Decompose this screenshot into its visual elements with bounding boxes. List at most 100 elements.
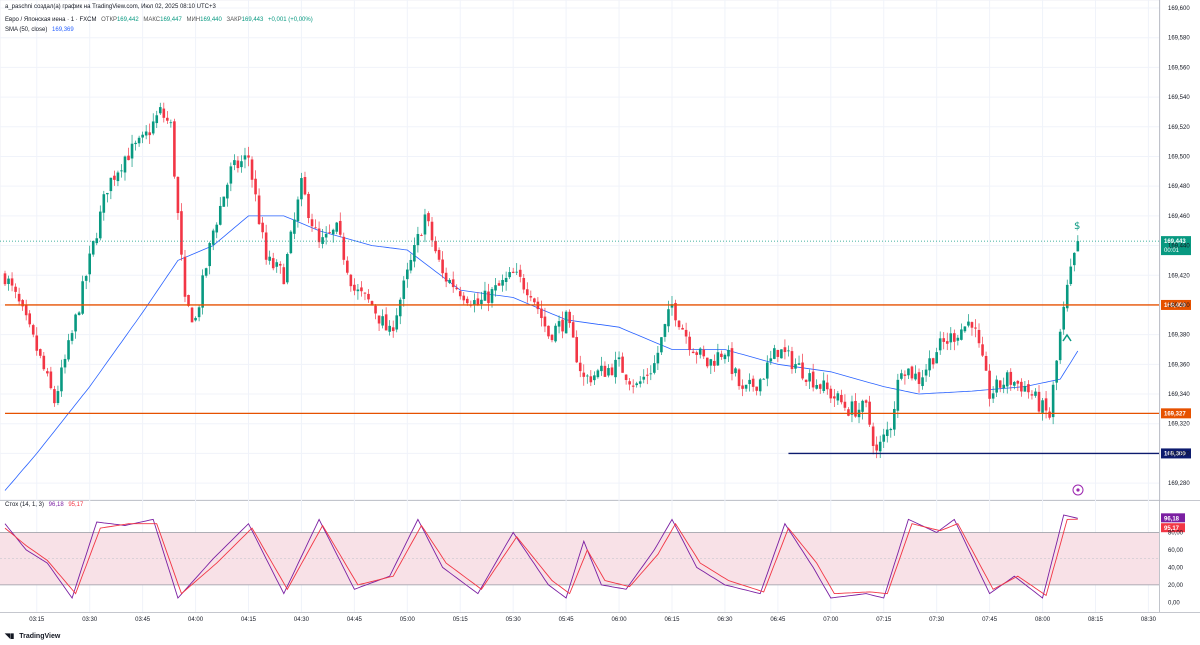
price-tick-label: 169,340 <box>1168 392 1190 398</box>
stochastic-legend[interactable]: Стох (14, 1, 3) 96,18 95,17 <box>5 502 86 508</box>
candle-body <box>423 214 427 235</box>
candle-body <box>871 426 875 446</box>
main-legend[interactable]: Евро / Японская иена · 1 · FXCM ОТКР169,… <box>5 17 316 23</box>
candle-body <box>1034 391 1037 396</box>
candle-body <box>504 277 508 283</box>
candle-body <box>751 378 755 387</box>
candle-body <box>310 219 314 227</box>
candle-body <box>818 384 822 389</box>
candle-body <box>875 444 878 451</box>
candle-body <box>3 273 7 285</box>
price-tick-label: 169,520 <box>1168 125 1190 131</box>
sma-legend[interactable]: SMA (50, close) 169,369 <box>5 27 77 33</box>
stoch-k-tag <box>1161 513 1185 523</box>
candle-body <box>113 175 116 180</box>
candle-body <box>977 329 981 344</box>
stoch-label: Стох (14, 1, 3) <box>5 502 44 508</box>
candle-body <box>261 222 264 233</box>
candle-body <box>529 296 533 298</box>
candle-body <box>765 362 769 379</box>
candle-body <box>169 122 173 124</box>
stoch-k-value: 96,18 <box>48 502 64 508</box>
candle-body <box>194 317 197 321</box>
candle-body <box>614 359 617 378</box>
candle-body <box>208 243 211 267</box>
candle-body <box>547 325 550 337</box>
stoch-tick-label: 80,00 <box>1168 530 1184 536</box>
candle-body <box>995 379 998 393</box>
candle-body <box>727 350 730 357</box>
candle-body <box>550 334 554 341</box>
last-price-timer: 00:01 <box>1164 248 1180 254</box>
candle-body <box>981 344 984 356</box>
candle-body <box>466 298 469 304</box>
candle-body <box>797 363 801 365</box>
stoch-tick-label: 20,00 <box>1168 583 1184 589</box>
candle-body <box>91 240 95 255</box>
candle-body <box>282 267 286 285</box>
candle-body <box>984 355 988 371</box>
candle-body <box>1069 266 1073 285</box>
candle-body <box>804 379 808 382</box>
candle-body <box>783 347 787 353</box>
candle-body <box>123 156 127 173</box>
stoch-tick-label: 0,00 <box>1168 600 1180 606</box>
candle-body <box>497 283 501 286</box>
candle-body <box>889 428 893 431</box>
candle-body <box>346 260 349 273</box>
sma-layer <box>4 215 1079 491</box>
candle-body <box>24 305 28 316</box>
candle-body <box>878 441 882 452</box>
close-label: ЗАКР <box>226 17 242 23</box>
candle-body <box>607 368 610 376</box>
price-tick-label: 169,600 <box>1168 6 1190 12</box>
time-tick-label: 04:45 <box>347 617 363 623</box>
stoch-d-tag <box>1161 523 1185 533</box>
stoch-d-tag-label: 95,17 <box>1164 526 1180 532</box>
candle-body <box>741 385 744 389</box>
candle-body <box>921 377 924 387</box>
candle-body <box>864 400 868 403</box>
time-tick-label: 04:30 <box>294 617 310 623</box>
axes: 169,600 169,580 169,560 169,540 169,520 169,5… <box>29 6 1190 623</box>
candle-body <box>600 365 603 372</box>
candle-body <box>307 193 310 219</box>
candle-body <box>367 293 370 300</box>
candle-body <box>349 274 353 287</box>
candle-body <box>74 314 77 332</box>
candle-body <box>173 121 176 177</box>
candle-body <box>596 370 600 378</box>
signal-arrow-icon <box>1062 333 1072 342</box>
candle-body <box>674 302 677 321</box>
symbol-name[interactable]: Евро / Японская иена · 1 · FXCM <box>5 17 97 23</box>
candle-body <box>374 305 377 314</box>
candle-body <box>240 161 243 168</box>
price-tick-label: 169,580 <box>1168 36 1190 42</box>
candle-body <box>494 285 497 291</box>
time-tick-label: 07:15 <box>876 617 892 623</box>
candle-body <box>88 253 91 275</box>
candle-body <box>748 379 751 385</box>
candle-body <box>10 278 14 286</box>
candles <box>3 102 1080 459</box>
candle-body <box>356 289 360 292</box>
candle-body <box>621 356 624 373</box>
candle-body <box>910 366 914 379</box>
horizontal-levels[interactable]: 169,400 169,327 169,300 169,443 00:01 <box>0 236 1191 459</box>
candle-body <box>81 281 84 314</box>
candle-body <box>409 259 413 271</box>
candle-body <box>617 357 621 360</box>
price-tick-label: 169,360 <box>1168 362 1190 368</box>
candle-body <box>564 311 568 334</box>
stochastic-lines: 96,18 95,17 <box>4 513 1185 599</box>
candle-body <box>487 291 490 304</box>
candle-body <box>233 160 236 166</box>
candle-body <box>353 284 356 291</box>
candle-body <box>861 400 864 412</box>
tradingview-logo[interactable]: ◥▮ TradingView <box>5 632 63 640</box>
time-tick-label: 04:00 <box>188 617 204 623</box>
candle-body <box>430 221 434 241</box>
candle-body <box>257 195 261 225</box>
candle-body <box>264 232 268 260</box>
